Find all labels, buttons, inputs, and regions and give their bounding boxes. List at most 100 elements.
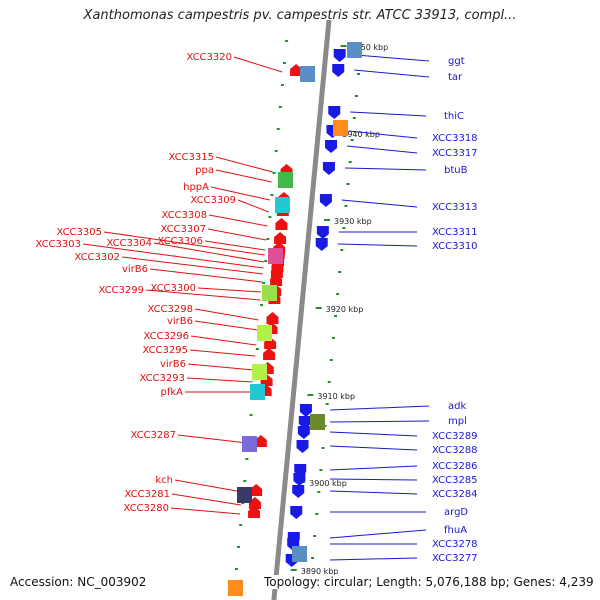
gene-connector: [208, 214, 268, 227]
gene-connector: [215, 156, 273, 173]
gene-arrow-forward: [333, 49, 346, 62]
gene-label-reverse: kch: [155, 475, 173, 486]
guide-dot: [245, 458, 249, 460]
gene-connector: [329, 478, 418, 481]
gene-label-reverse: XCC3309: [190, 195, 236, 206]
gene-connector: [207, 228, 267, 241]
gene-arrow-reverse: [270, 274, 283, 286]
gene-connector: [187, 363, 254, 371]
gene-label-forward: XCC3285: [432, 475, 478, 486]
guide-dot: [348, 161, 352, 163]
gene-label-forward: XCC3310: [432, 241, 478, 252]
feature-box: [252, 364, 267, 380]
gene-label-reverse: XCC3306: [157, 236, 203, 247]
gene-connector: [344, 167, 427, 171]
scale-label: 3910 kbp: [317, 392, 355, 401]
gene-label-forward: ggt: [448, 56, 465, 67]
gene-connector: [121, 256, 263, 275]
gene-connector: [329, 557, 418, 561]
gene-connector: [233, 56, 283, 73]
guide-dot: [354, 95, 358, 97]
scale-tick: [307, 394, 314, 396]
gene-label-forward: XCC3289: [432, 431, 478, 442]
guide-dot: [272, 172, 276, 174]
gene-arrow-forward: [315, 238, 328, 251]
scale-tick: [324, 219, 330, 221]
gene-connector: [177, 434, 247, 444]
scale-tick: [290, 569, 297, 571]
gene-label-reverse: XCC3298: [147, 304, 193, 315]
gene-connector: [337, 243, 418, 247]
accession-label: Accession: NC_003902: [8, 575, 149, 589]
guide-dot: [239, 524, 243, 526]
gene-arrow-forward: [292, 485, 305, 498]
gene-label-forward: XCC3288: [432, 445, 478, 456]
guide-dot: [280, 84, 284, 86]
gene-connector: [346, 145, 418, 154]
guide-dot: [323, 425, 327, 427]
gene-connector: [350, 111, 427, 117]
guide-dot: [255, 348, 259, 350]
gene-label-reverse: XCC3281: [124, 489, 170, 500]
guide-dot: [260, 304, 264, 306]
gene-connector: [153, 242, 265, 263]
gene-arrow-reverse: [266, 312, 279, 324]
feature-box: [242, 436, 257, 452]
gene-label-reverse: hppA: [183, 182, 209, 193]
feature-box: [228, 580, 243, 596]
gene-connector: [103, 231, 265, 256]
gene-label-reverse: XCC3300: [150, 283, 196, 294]
backbone-line: [271, 19, 332, 600]
feature-box: [250, 384, 265, 400]
gene-connector: [329, 420, 430, 423]
guide-dot: [317, 491, 321, 493]
gene-arrow-forward: [332, 64, 345, 77]
map-title: Xanthomonas campestris pv. campestris st…: [83, 8, 517, 23]
gene-connector: [329, 529, 427, 539]
gene-arrow-forward: [316, 226, 329, 239]
gene-arrow-forward: [328, 106, 341, 119]
gene-arrow-forward: [290, 506, 303, 519]
guide-dot: [262, 282, 266, 284]
gene-connector: [329, 405, 430, 411]
feature-box: [310, 414, 325, 430]
scale-label: 3950 kbp: [351, 43, 389, 52]
gene-arrow-reverse: [270, 266, 283, 278]
gene-connector: [329, 445, 418, 451]
gene-connector: [82, 243, 264, 269]
guide-dot: [270, 194, 274, 196]
gene-arrow-reverse: [248, 506, 261, 518]
gene-connector: [354, 69, 430, 78]
gene-label-forward: tar: [448, 72, 463, 83]
gene-label-reverse: virB6: [167, 316, 193, 327]
guide-dot: [237, 546, 241, 548]
scale-label: 3920 kbp: [326, 305, 364, 314]
gene-connector: [329, 431, 418, 437]
feature-box: [257, 325, 272, 341]
guide-dot: [276, 128, 280, 130]
gene-connector: [145, 289, 261, 301]
gene-arrow-forward: [319, 194, 332, 207]
gene-connector: [194, 320, 258, 331]
gene-connector: [170, 507, 241, 515]
feature-box: [237, 487, 252, 503]
guide-dot: [278, 106, 282, 108]
gene-connector: [329, 465, 418, 471]
feature-box: [292, 546, 307, 562]
feature-box: [333, 120, 348, 136]
guide-dot: [336, 293, 340, 295]
scale-label: 3900 kbp: [309, 479, 347, 488]
gene-connector: [348, 130, 418, 139]
guide-dot: [234, 568, 238, 570]
gene-label-forward: XCC3311: [432, 227, 478, 238]
gene-label-forward: adk: [448, 401, 466, 412]
gene-label-forward: XCC3286: [432, 461, 478, 472]
gene-label-reverse: XCC3296: [143, 331, 189, 342]
gene-arrow-reverse: [263, 348, 276, 360]
gene-label-forward: argD: [444, 507, 468, 518]
guide-dot: [338, 271, 342, 273]
guide-dot: [331, 337, 335, 339]
gene-label-reverse: XCC3295: [142, 345, 188, 356]
summary-label: Topology: circular; Length: 5,076,188 bp…: [262, 575, 596, 589]
